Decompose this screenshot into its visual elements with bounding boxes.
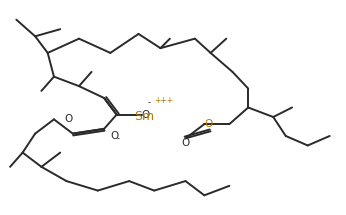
Text: O: O xyxy=(204,119,212,129)
Text: +++: +++ xyxy=(154,96,173,105)
Text: O: O xyxy=(110,131,119,141)
Text: O: O xyxy=(142,110,150,120)
Text: -: - xyxy=(148,98,151,108)
Text: O: O xyxy=(64,114,73,124)
Text: Sm: Sm xyxy=(134,111,154,123)
Text: O: O xyxy=(181,138,190,148)
Text: -: - xyxy=(117,134,120,143)
